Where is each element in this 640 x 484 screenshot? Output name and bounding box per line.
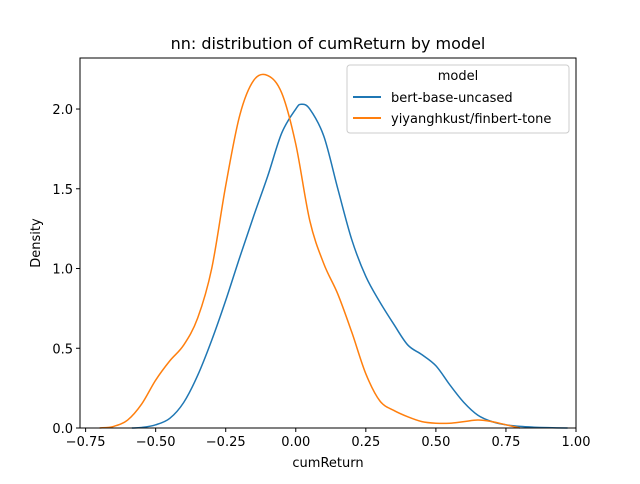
series-layer [99,73,568,429]
legend-label-bert-base-uncased: bert-base-uncased [391,91,513,106]
legend-title: model [438,69,478,84]
x-tick-label: −0.25 [206,435,246,450]
x-tick-label: 0.75 [491,435,520,450]
x-axis-label: cumReturn [292,456,363,471]
legend: model bert-base-uncased yiyanghkust/finb… [346,64,570,134]
x-tick-label: −0.50 [136,435,176,450]
density-line-yiyanghkust-finbert-tone [99,73,521,429]
x-tick-label: −0.75 [66,435,106,450]
legend-frame [346,64,570,134]
plot-frame [79,57,577,429]
x-tick-label: 0.25 [351,435,380,450]
y-axis-label: Density [29,218,44,268]
y-tick-label: 2.0 [52,103,73,118]
x-tick-label: 1.00 [562,435,591,450]
y-tick-label: 0.0 [52,422,73,437]
chart-title: nn: distribution of cumReturn by model [171,34,486,53]
axis-layer: −0.75 −0.50 −0.25 0.00 0.25 0.50 0.75 1.00 0.0 0.… [52,103,590,450]
legend-label-finbert-tone: yiyanghkust/finbert-tone [391,112,551,127]
y-tick-label: 0.5 [52,342,73,357]
x-tick-label: 0.50 [421,435,450,450]
density-line-bert-base-uncased [131,103,568,429]
x-tick-label: 0.00 [281,435,310,450]
y-tick-label: 1.0 [52,263,73,278]
y-tick-label: 1.5 [52,183,73,198]
